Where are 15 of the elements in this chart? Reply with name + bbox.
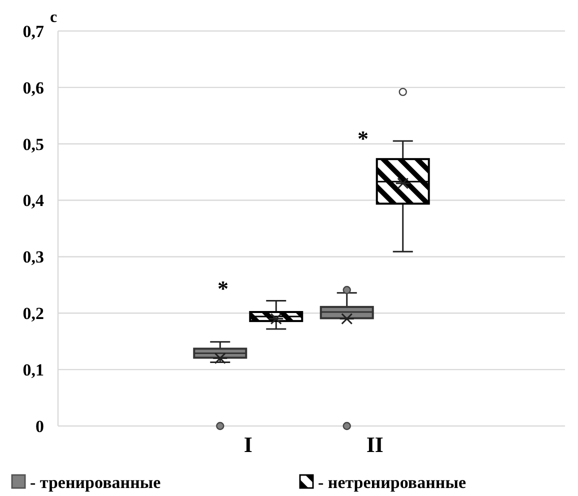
y-tick-label: 0 [36, 416, 44, 436]
annotation: * [218, 276, 228, 301]
y-tick-label: 0,1 [22, 360, 44, 380]
y-tick-label: 0,3 [22, 248, 44, 267]
y-tick-label: 0,7 [22, 22, 44, 41]
y-tick-label: 0,4 [22, 191, 44, 210]
y-tick-label: 0,6 [22, 78, 44, 98]
y-tick-label: 0,2 [22, 304, 44, 324]
legend-label: - нетренированные [318, 473, 466, 492]
annotation: * [358, 126, 368, 151]
legend-label: - тренированные [30, 473, 162, 492]
y-tick-label: 0,5 [22, 134, 44, 154]
x-tick-label: I [244, 432, 252, 457]
x-tick-label: II [366, 432, 384, 457]
y-axis-title: c [50, 9, 58, 26]
